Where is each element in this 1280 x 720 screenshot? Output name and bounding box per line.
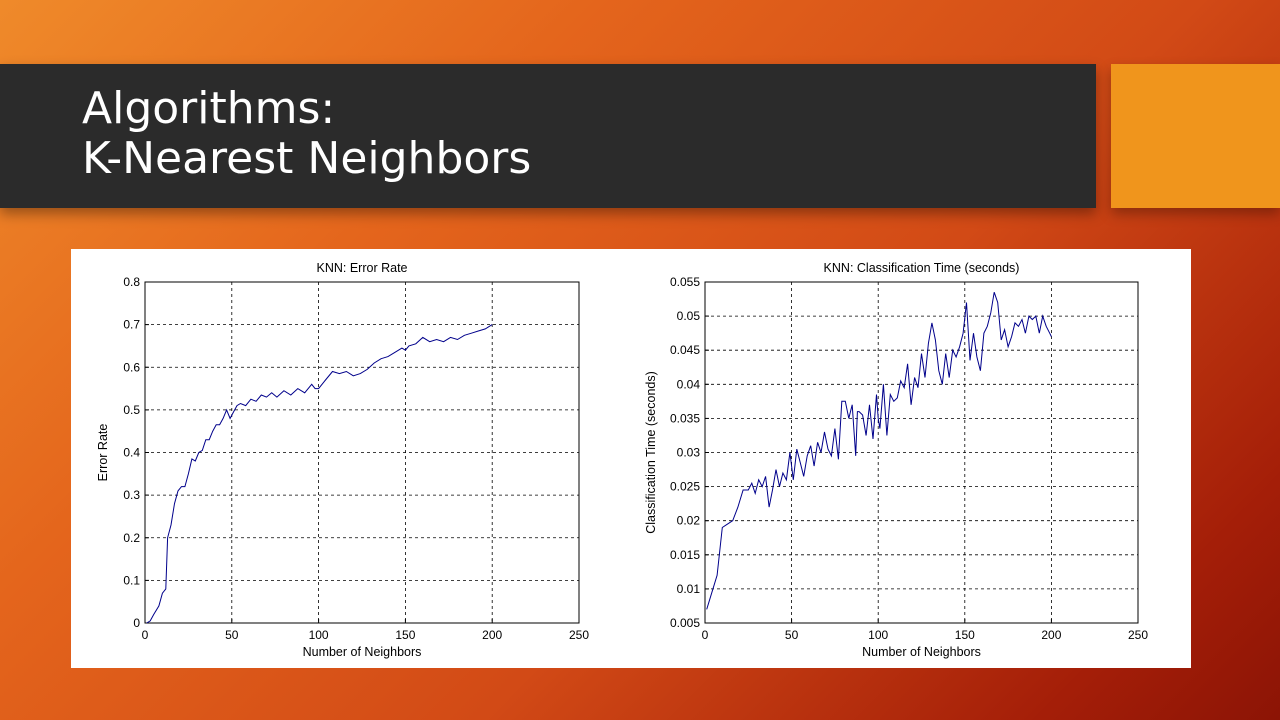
- title-bar: [0, 64, 1096, 208]
- x-tick-label: 50: [785, 628, 799, 642]
- chart-title: KNN: Classification Time (seconds): [824, 261, 1020, 275]
- y-tick-label: 0.8: [123, 275, 140, 289]
- y-axis-label: Classification Time (seconds): [644, 371, 658, 534]
- chart-title: KNN: Error Rate: [317, 261, 408, 275]
- x-tick-label: 150: [955, 628, 975, 642]
- y-tick-label: 0.005: [670, 616, 700, 630]
- x-axis-label: Number of Neighbors: [862, 645, 981, 659]
- y-tick-label: 0.04: [677, 377, 701, 391]
- error-rate-chart: 0 50 100 150 200 250 0 0.1 0.2 0.3 0.4 0.5 0.6 0.7 0.8…: [96, 261, 589, 659]
- y-tick-label: 0: [133, 616, 140, 630]
- y-tick-label: 0.055: [670, 275, 700, 289]
- y-tick-label: 0.02: [677, 514, 701, 528]
- y-axis-label: Error Rate: [96, 424, 110, 482]
- x-tick-label: 0: [142, 628, 149, 642]
- series-line: [146, 324, 493, 624]
- x-tick-label: 200: [482, 628, 502, 642]
- y-tick-label: 0.025: [670, 480, 700, 494]
- charts-canvas: 0 50 100 150 200 250 0 0.1 0.2 0.3 0.4 0.5 0.6 0.7 0.8…: [96, 261, 1148, 659]
- y-tick-label: 0.2: [123, 531, 140, 545]
- x-tick-label: 0: [702, 628, 709, 642]
- accent-box: [1111, 64, 1280, 208]
- y-tick-label: 0.05: [677, 309, 701, 323]
- y-tick-label: 0.045: [670, 343, 700, 357]
- x-axis-label: Number of Neighbors: [303, 645, 422, 659]
- x-tick-label: 250: [569, 628, 589, 642]
- x-tick-label: 50: [225, 628, 239, 642]
- y-tick-label: 0.03: [677, 446, 701, 460]
- y-tick-label: 0.035: [670, 411, 700, 425]
- x-tick-label: 100: [309, 628, 329, 642]
- x-tick-label: 200: [1041, 628, 1061, 642]
- slide-title-line1: Algorithms:: [82, 83, 336, 134]
- y-tick-label: 0.5: [123, 403, 140, 417]
- slide-title-line2: K-Nearest Neighbors: [82, 133, 532, 184]
- slide-title: Algorithms: K-Nearest Neighbors: [82, 84, 531, 184]
- y-tick-label: 0.4: [123, 446, 140, 460]
- classification-time-chart: 0 50 100 150 200 250 0.005 0.01 0.015 0.02 0.025 0.…: [644, 261, 1148, 659]
- x-tick-label: 100: [868, 628, 888, 642]
- y-tick-label: 0.01: [677, 582, 701, 596]
- y-tick-label: 0.6: [123, 360, 140, 374]
- x-tick-label: 150: [395, 628, 415, 642]
- y-tick-label: 0.3: [123, 488, 140, 502]
- chart-figure: 0 50 100 150 200 250 0 0.1 0.2 0.3 0.4 0.5 0.6 0.7 0.8…: [71, 249, 1191, 668]
- y-tick-label: 0.1: [123, 573, 140, 587]
- y-tick-label: 0.015: [670, 548, 700, 562]
- y-tick-label: 0.7: [123, 318, 140, 332]
- series-line: [706, 292, 1052, 610]
- x-tick-label: 250: [1128, 628, 1148, 642]
